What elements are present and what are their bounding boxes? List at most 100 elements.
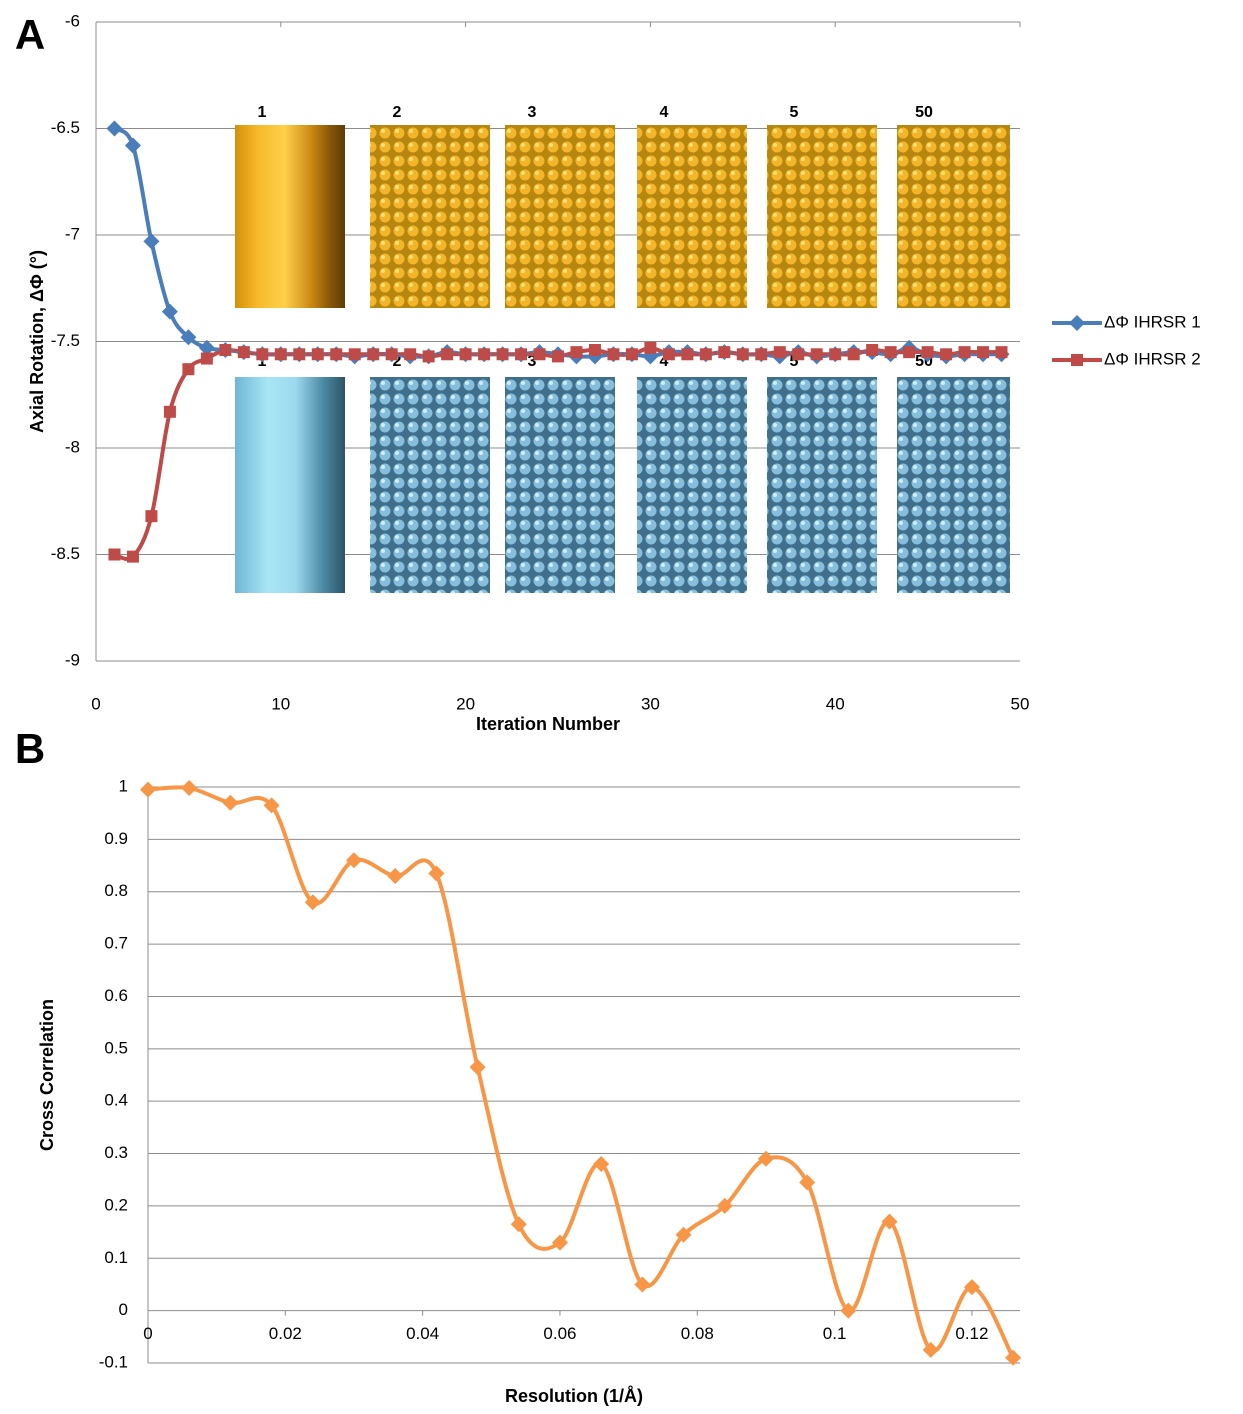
y-tick-label: 0.9: [104, 829, 128, 848]
marker: [589, 344, 601, 356]
marker: [626, 348, 638, 360]
marker: [1069, 315, 1085, 331]
y-tick-label: 0.4: [104, 1091, 128, 1110]
marker: [755, 348, 767, 360]
x-tick-label: 0.12: [955, 1324, 988, 1343]
marker: [700, 348, 712, 360]
marker: [885, 346, 897, 358]
x-tick-label: 50: [1011, 694, 1030, 713]
marker: [145, 510, 157, 522]
marker: [515, 348, 527, 360]
inset-label: 50: [915, 104, 933, 121]
inset-image: [235, 125, 345, 308]
x-tick-label: 10: [271, 694, 290, 713]
inset-label: 2: [393, 104, 402, 121]
marker: [511, 1216, 527, 1232]
y-tick-label: 0.2: [104, 1195, 128, 1214]
marker: [428, 865, 444, 881]
marker: [718, 346, 730, 358]
marker: [349, 348, 361, 360]
marker: [940, 348, 952, 360]
panel-label: B: [15, 725, 45, 772]
marker: [182, 363, 194, 375]
marker: [143, 233, 159, 249]
marker: [238, 346, 250, 358]
marker: [922, 346, 934, 358]
x-tick-label: 0: [143, 1324, 152, 1343]
x-tick-label: 0.1: [823, 1324, 847, 1343]
y-tick-label: -8: [65, 437, 80, 456]
marker: [106, 121, 122, 137]
inset-label: 4: [660, 104, 669, 121]
inset-image: [897, 125, 1010, 308]
marker: [866, 344, 878, 356]
marker: [848, 348, 860, 360]
marker: [681, 348, 693, 360]
marker: [1071, 354, 1083, 366]
marker: [275, 348, 287, 360]
inset-image: [767, 377, 877, 593]
inset-image: [370, 125, 490, 308]
y-axis-title: Cross Correlation: [37, 999, 57, 1151]
inset-image: [897, 377, 1010, 593]
marker: [441, 348, 453, 360]
marker: [977, 346, 989, 358]
inset-image: [767, 125, 877, 308]
series-line: [148, 787, 1013, 1357]
marker: [404, 348, 416, 360]
marker: [792, 348, 804, 360]
marker: [164, 406, 176, 418]
marker: [181, 780, 197, 796]
y-tick-label: 0.6: [104, 986, 128, 1005]
marker: [256, 348, 268, 360]
y-tick-label: 0.5: [104, 1038, 128, 1057]
inset-image: [370, 377, 490, 593]
inset-label: 1: [258, 104, 267, 121]
y-tick-label: -0.1: [99, 1352, 128, 1371]
y-tick-label: 0.8: [104, 881, 128, 900]
marker: [423, 350, 435, 362]
y-tick-label: -6: [65, 11, 80, 30]
legend-label: ΔΦ IHRSR 1: [1104, 312, 1201, 331]
marker: [552, 350, 564, 362]
legend-label: ΔΦ IHRSR 2: [1104, 349, 1201, 368]
x-tick-label: 20: [456, 694, 475, 713]
marker: [534, 348, 546, 360]
inset-image: [637, 125, 747, 308]
y-tick-label: -7.5: [51, 331, 80, 350]
marker: [162, 304, 178, 320]
marker: [293, 348, 305, 360]
marker: [737, 348, 749, 360]
marker: [222, 795, 238, 811]
x-axis-title: Resolution (1/Å): [505, 1386, 643, 1406]
marker: [497, 348, 509, 360]
marker: [570, 346, 582, 358]
marker: [470, 1059, 486, 1075]
x-tick-label: 0.02: [269, 1324, 302, 1343]
marker: [829, 348, 841, 360]
marker: [312, 348, 324, 360]
y-tick-label: -8.5: [51, 544, 80, 563]
x-tick-label: 40: [826, 694, 845, 713]
marker: [386, 348, 398, 360]
inset-image: [637, 377, 747, 593]
y-tick-label: 1: [119, 776, 128, 795]
marker: [460, 348, 472, 360]
x-tick-label: 0: [91, 694, 100, 713]
marker: [811, 348, 823, 360]
marker: [127, 551, 139, 563]
x-tick-label: 30: [641, 694, 660, 713]
marker: [201, 353, 213, 365]
marker: [959, 346, 971, 358]
inset-label: 3: [528, 104, 537, 121]
inset-label: 5: [790, 104, 799, 121]
y-tick-label: 0: [119, 1300, 128, 1319]
marker: [140, 782, 156, 798]
marker: [330, 348, 342, 360]
marker: [108, 549, 120, 561]
inset-image: [505, 377, 615, 593]
marker: [996, 346, 1008, 358]
y-tick-label: -9: [65, 650, 80, 669]
marker: [774, 346, 786, 358]
panel-label: A: [15, 11, 45, 58]
